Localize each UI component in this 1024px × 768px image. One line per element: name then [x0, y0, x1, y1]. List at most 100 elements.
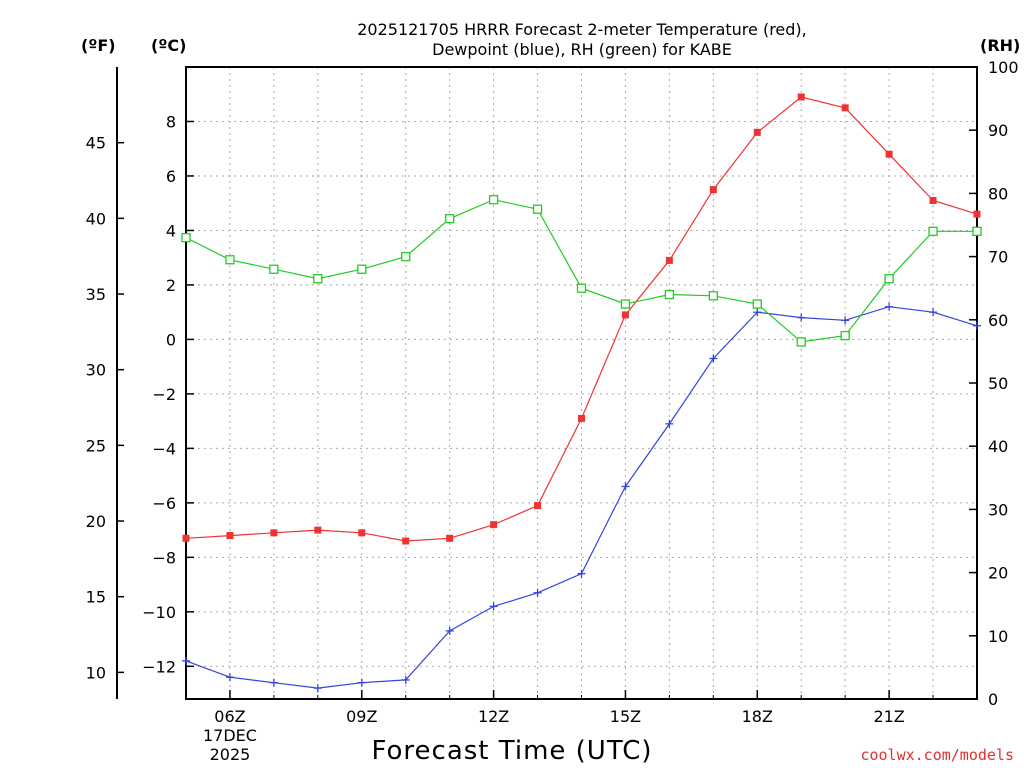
- temperature-point: [402, 537, 410, 545]
- x-tick-label: 12Z: [478, 707, 509, 726]
- rh-point: [401, 251, 411, 262]
- dewpoint-point: [841, 316, 850, 325]
- dewpoint-point: [357, 678, 366, 687]
- temperature-point: [797, 93, 805, 101]
- temperature-point: [226, 532, 234, 540]
- celsius-tick-label: −2: [152, 385, 176, 404]
- dewpoint-point: [401, 675, 410, 684]
- dewpoint-point: [182, 656, 190, 665]
- celsius-tick-label: −12: [142, 657, 176, 676]
- rh-point: [840, 330, 850, 341]
- dewpoint-point: [885, 302, 894, 311]
- rh-tick-label: 50: [988, 374, 1008, 393]
- temperature-point: [709, 186, 717, 194]
- x-tick-label: 09Z: [346, 707, 377, 726]
- rh-tick-label: 20: [988, 564, 1008, 583]
- dewpoint-point: [621, 482, 630, 491]
- rh-point: [664, 289, 675, 300]
- celsius-tick-label: −4: [152, 439, 176, 458]
- rh-point: [884, 274, 894, 284]
- rh-tick-label: 0: [988, 690, 998, 709]
- fahrenheit-tick-label: 20: [86, 512, 106, 531]
- x-year-label: 2025: [210, 745, 251, 764]
- rh-tick-label: 80: [988, 184, 1008, 203]
- temperature-point: [753, 128, 761, 136]
- celsius-tick-label: 8: [166, 112, 176, 131]
- rh-point: [225, 255, 235, 265]
- temperature-point: [665, 256, 673, 264]
- fahrenheit-tick-label: 30: [86, 361, 106, 380]
- fahrenheit-tick-label: 35: [86, 285, 106, 304]
- rh-tick-label: 100: [988, 58, 1019, 77]
- rh-point: [269, 264, 279, 274]
- temperature-point: [973, 210, 981, 218]
- plot-frame: [185, 66, 978, 700]
- celsius-tick-label: −10: [142, 603, 176, 622]
- temperature-point: [841, 104, 849, 112]
- temperature-point: [314, 526, 322, 534]
- rh-point: [313, 274, 323, 284]
- rh-point: [972, 226, 982, 236]
- rh-unit-label: (RH): [980, 36, 1020, 55]
- dewpoint-point: [269, 678, 278, 687]
- temperature-point: [358, 529, 366, 537]
- celsius-tick-label: 4: [166, 221, 176, 240]
- rh-point: [708, 291, 718, 301]
- x-date-label: 17DEC: [203, 726, 257, 745]
- rh-point: [796, 337, 806, 347]
- celsius-unit-label: (ºC): [151, 36, 186, 55]
- rh-point: [445, 214, 455, 224]
- rh-tick-label: 30: [988, 500, 1008, 519]
- series-line: [185, 306, 978, 689]
- rh-point: [752, 299, 762, 309]
- x-axis-label: Forecast Time (UTC): [371, 736, 652, 766]
- dewpoint-point: [665, 419, 674, 428]
- temperature-point: [621, 311, 629, 319]
- fahrenheit-tick-label: 25: [86, 436, 106, 455]
- x-tick-label: 21Z: [873, 707, 904, 726]
- rh-point: [532, 204, 543, 214]
- rh-tick-label: 60: [988, 311, 1008, 330]
- x-tick-label: 06Z: [214, 707, 245, 726]
- dewpoint-point: [797, 313, 806, 322]
- rh-point: [488, 195, 499, 205]
- temperature-point: [534, 502, 542, 510]
- temperature-point: [182, 534, 190, 542]
- dewpoint-point: [929, 308, 938, 317]
- celsius-tick-label: 2: [166, 276, 176, 295]
- dewpoint-point: [533, 588, 542, 597]
- rh-point: [357, 264, 367, 274]
- chart-title-line2: Dewpoint (blue), RH (green) for KABE: [432, 40, 732, 59]
- rh-point: [576, 283, 587, 293]
- celsius-tick-label: −8: [152, 548, 176, 567]
- dewpoint-point: [225, 673, 234, 682]
- temperature-point: [490, 521, 498, 529]
- dewpoint-point: [313, 684, 322, 693]
- temperature-point: [885, 150, 893, 158]
- rh-tick-label: 70: [988, 248, 1008, 267]
- rh-point: [181, 232, 191, 243]
- celsius-tick-label: 6: [166, 167, 176, 186]
- fahrenheit-tick-label: 10: [86, 663, 106, 682]
- fahrenheit-tick-label: 40: [86, 209, 106, 228]
- temperature-point: [446, 534, 454, 542]
- dewpoint-point: [577, 569, 586, 578]
- x-tick-label: 18Z: [742, 707, 773, 726]
- fahrenheit-tick-label: 45: [86, 134, 106, 153]
- dewpoint-point: [753, 308, 762, 317]
- rh-tick-label: 90: [988, 121, 1008, 140]
- temperature-point: [578, 414, 585, 422]
- x-tick-label: 15Z: [610, 707, 641, 726]
- dewpoint-point: [489, 602, 498, 611]
- dewpoint-point: [445, 626, 454, 635]
- dewpoint-point: [709, 354, 718, 363]
- credit-link[interactable]: coolwx.com/models: [860, 746, 1014, 764]
- celsius-tick-label: −6: [152, 494, 176, 513]
- rh-point: [620, 299, 631, 309]
- rh-tick-label: 40: [988, 437, 1008, 456]
- rh-point: [928, 226, 938, 236]
- dewpoint-point: [973, 321, 981, 330]
- rh-tick-label: 10: [988, 627, 1008, 646]
- celsius-tick-label: 0: [166, 330, 176, 349]
